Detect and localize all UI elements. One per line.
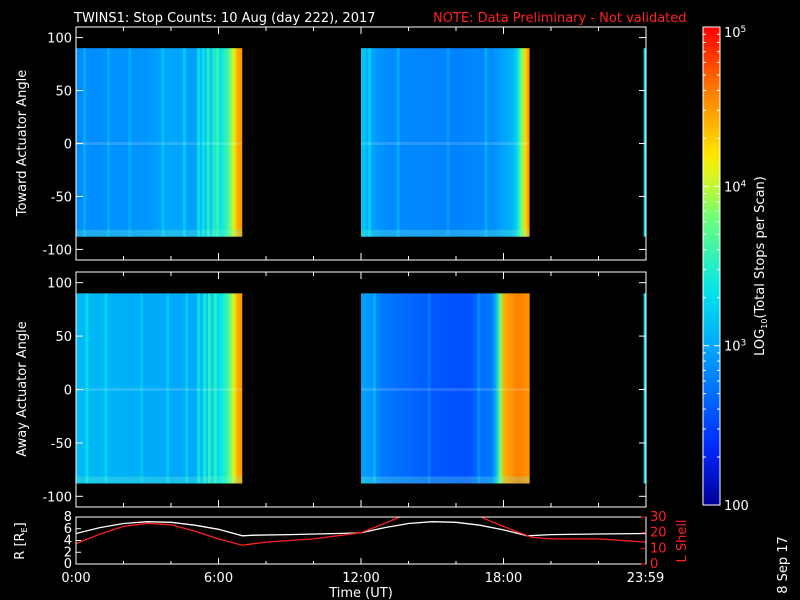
data-streak bbox=[197, 48, 201, 237]
x-tick-label: 12:00 bbox=[342, 571, 379, 586]
colorbar-label-rest: (Total Stops per Scan) bbox=[753, 176, 768, 318]
colorbar-tick-label: 100 bbox=[724, 499, 749, 514]
y-tick-label: -100 bbox=[42, 490, 72, 505]
x-axis-label: Time (UT) bbox=[328, 586, 393, 600]
colorbar-tick-label: 104 bbox=[724, 179, 747, 195]
data-streak bbox=[203, 293, 207, 484]
data-streak bbox=[201, 48, 205, 237]
data-streak bbox=[140, 293, 144, 484]
data-streak bbox=[372, 293, 376, 484]
data-streak bbox=[368, 48, 372, 237]
away-y-axis-label: Away Actuator Angle bbox=[15, 321, 30, 456]
data-streak bbox=[484, 48, 488, 237]
x-tick-label: 18:00 bbox=[485, 571, 522, 586]
r-label-end: ] bbox=[13, 522, 28, 527]
data-streak bbox=[104, 293, 108, 484]
data-streak bbox=[206, 48, 210, 237]
l-shell-tick-label: 20 bbox=[650, 526, 667, 541]
data-streak bbox=[207, 293, 211, 484]
data-streak bbox=[396, 48, 400, 237]
x-tick-label: 23:59 bbox=[627, 571, 664, 586]
edge-band bbox=[361, 476, 530, 484]
r-label-main: R [R bbox=[13, 532, 28, 559]
zero-angle-band bbox=[76, 388, 243, 391]
r-distance-line bbox=[76, 521, 646, 537]
chart-title: TWINS1: Stop Counts: 10 Aug (day 222), 2… bbox=[73, 11, 376, 26]
data-streak bbox=[161, 48, 165, 237]
r-tick-label: 8 bbox=[64, 510, 72, 525]
r-tick-label: 4 bbox=[64, 534, 72, 549]
data-streak bbox=[83, 48, 87, 237]
y-tick-label: 100 bbox=[47, 277, 72, 292]
data-streak bbox=[212, 48, 216, 237]
date-stamp: 8 Sep 17 bbox=[776, 536, 791, 594]
data-streak bbox=[166, 293, 170, 484]
r-label-subscript: E bbox=[20, 527, 29, 532]
edge-band bbox=[76, 476, 243, 484]
y-tick-label: 0 bbox=[64, 138, 72, 153]
r-tick-label: 6 bbox=[64, 522, 72, 537]
zero-angle-band bbox=[361, 388, 530, 391]
zero-angle-band bbox=[361, 142, 530, 145]
data-streak bbox=[128, 48, 132, 237]
x-tick-label: 0:00 bbox=[61, 571, 90, 586]
toward-angle-panel: -100 -50 0 50 100 bbox=[42, 26, 647, 261]
colorbar-label-sub: 10 bbox=[760, 319, 769, 329]
colorbar-frame bbox=[702, 26, 721, 506]
data-streak bbox=[106, 48, 110, 237]
l-shell-tick-label: 30 bbox=[650, 510, 667, 525]
y-tick-label: -100 bbox=[42, 243, 72, 258]
preliminary-note: NOTE: Data Preliminary - Not validated bbox=[433, 11, 687, 26]
y-tick-label: -50 bbox=[51, 190, 72, 205]
data-streak bbox=[427, 293, 431, 484]
data-block bbox=[361, 293, 530, 484]
data-streak bbox=[213, 293, 217, 484]
data-streak bbox=[446, 48, 450, 237]
colorbar-tick-label: 105 bbox=[724, 25, 746, 41]
colorbar-label-log: LOG bbox=[753, 329, 768, 356]
l-shell-tick-label: 10 bbox=[650, 541, 667, 556]
y-tick-label: 100 bbox=[47, 32, 72, 47]
colorbar-tick-label: 103 bbox=[724, 339, 746, 355]
orbit-l-shell-axis-label: L Shell bbox=[675, 519, 690, 562]
x-tick-label: 6:00 bbox=[204, 571, 233, 586]
y-tick-label: -50 bbox=[51, 437, 72, 452]
colorbar-label: LOG10(Total Stops per Scan) bbox=[753, 176, 769, 356]
toward-y-axis-label: Toward Actuator Angle bbox=[15, 70, 30, 217]
edge-band bbox=[76, 229, 243, 237]
l-shell-line bbox=[76, 517, 646, 546]
data-block bbox=[643, 48, 646, 237]
away-angle-panel: -100 -50 0 50 100 bbox=[42, 271, 647, 508]
y-tick-label: 50 bbox=[55, 85, 72, 100]
zero-angle-band bbox=[76, 142, 243, 145]
edge-band bbox=[361, 229, 530, 237]
data-block bbox=[361, 48, 530, 237]
orbit-r-axis-label: R [RE] bbox=[13, 522, 29, 559]
data-streak bbox=[216, 48, 220, 237]
r-tick-label: 0 bbox=[64, 557, 72, 572]
l-shell-tick-label: 0 bbox=[650, 557, 658, 572]
colorbar: 100 103 104 105 bbox=[702, 25, 749, 514]
data-streak bbox=[182, 48, 186, 237]
r-tick-label: 2 bbox=[64, 545, 72, 560]
data-streak bbox=[85, 293, 89, 484]
y-tick-label: 50 bbox=[55, 330, 72, 345]
data-block bbox=[643, 293, 646, 484]
data-streak bbox=[197, 293, 201, 484]
data-streak bbox=[477, 293, 481, 484]
data-streak bbox=[185, 293, 189, 484]
colorbar-gradient bbox=[703, 27, 720, 505]
y-tick-label: 0 bbox=[64, 384, 72, 399]
